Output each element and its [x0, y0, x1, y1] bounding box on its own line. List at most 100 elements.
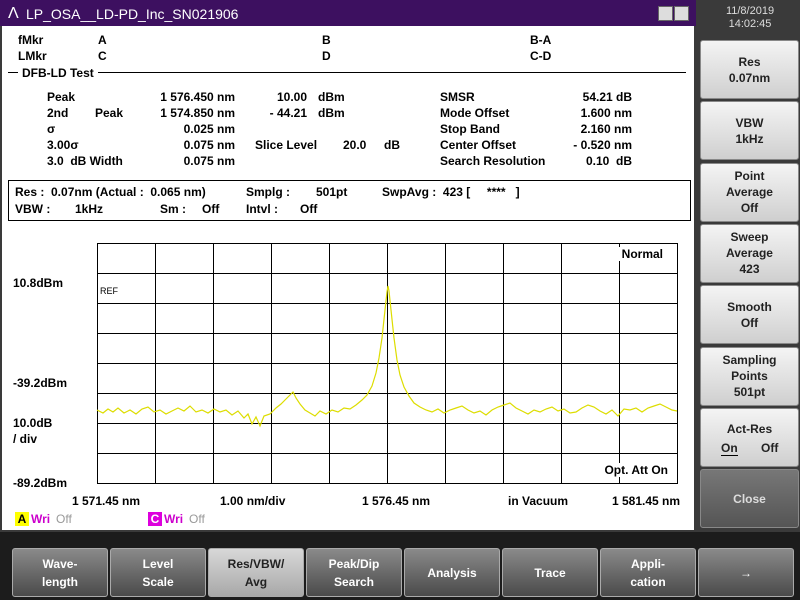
result-value: - 44.21 — [269, 106, 307, 120]
softkey-label: Average — [726, 246, 773, 261]
attenuator-status: Opt. Att On — [590, 463, 668, 477]
maximize-button[interactable] — [658, 6, 673, 21]
result-unit: dBm — [318, 90, 345, 104]
result-label: 3.00σ — [47, 138, 79, 152]
marker-value: C-D — [530, 49, 552, 63]
x-label: 1 581.45 nm — [612, 494, 681, 508]
ref-label: REF — [100, 286, 118, 296]
softkey[interactable]: Act-Res On Off — [700, 407, 799, 467]
setting-value: Off — [300, 202, 318, 216]
function-label: Analysis — [427, 565, 477, 580]
section-title: DFB-LD Test — [18, 66, 98, 80]
x-label: 1 571.45 nm — [72, 494, 141, 508]
softkey-option[interactable]: Off — [761, 441, 779, 456]
function-key[interactable]: Analysis — [404, 548, 500, 597]
function-label: Level — [142, 556, 174, 571]
result-value: 1 574.850 nm — [160, 106, 235, 120]
result-label: Mode Offset — [440, 106, 510, 120]
setting-label: VBW : — [15, 202, 51, 216]
result-value: 0.025 nm — [183, 122, 235, 136]
softkey[interactable]: Point Average Off — [700, 162, 799, 222]
result-value: - 0.520 nm — [573, 138, 632, 152]
function-key[interactable]: Peak/Dip Search — [306, 548, 402, 597]
x-label: 1.00 nm/div — [220, 494, 286, 508]
softkey[interactable]: VBW 1kHz — [700, 101, 799, 161]
time: 14:02:45 — [728, 18, 772, 30]
x-label: in Vacuum — [508, 494, 569, 508]
softkey[interactable]: Close — [700, 469, 799, 529]
function-key[interactable]: Appli-cation — [600, 548, 696, 597]
setting-label: Intvl : — [246, 202, 278, 216]
y-label: 10.8dBm — [13, 276, 64, 290]
result-value: 1.600 nm — [580, 106, 632, 120]
result-value: 0.10 dB — [585, 154, 632, 168]
result-label: Peak — [47, 90, 76, 104]
setting-value: 1kHz — [75, 202, 104, 216]
function-label: Scale — [142, 574, 174, 589]
trace-mode: Wri — [31, 512, 51, 526]
setting-text: Res : 0.07nm (Actual : 0.065 nm) — [15, 185, 206, 199]
trace-state: Off — [189, 512, 205, 526]
softkey[interactable]: Sampling Points 501pt — [700, 346, 799, 406]
function-label: Wave- — [42, 556, 78, 571]
trace-mode: Wri — [164, 512, 184, 526]
softkey[interactable]: Smooth Off — [700, 285, 799, 345]
softkey-label: 501pt — [733, 385, 766, 399]
date: 11/8/2019 — [725, 5, 775, 17]
grid-lines — [97, 243, 677, 483]
result-label: σ — [47, 122, 56, 136]
result-value: 1 576.450 nm — [160, 90, 235, 104]
softkey-option[interactable]: On — [721, 441, 738, 457]
result-value: 0.075 nm — [183, 154, 235, 168]
result-label: 2nd — [47, 106, 69, 120]
restore-button[interactable] — [674, 6, 689, 21]
function-key[interactable]: → — [698, 548, 794, 597]
softkey-label: 0.07nm — [728, 70, 771, 85]
result-unit: dB — [384, 138, 400, 152]
softkey-label: 423 — [739, 262, 760, 277]
softkey-label: Sampling — [722, 353, 777, 367]
settings-box — [8, 180, 691, 221]
setting-value: Off — [202, 202, 220, 216]
softkey-label: Act-Res — [726, 422, 773, 437]
softkey[interactable]: Res 0.07nm — [700, 40, 799, 99]
result-label: Slice Level — [255, 138, 318, 152]
function-label: Appli- — [631, 556, 665, 571]
setting-text: SwpAvg : 423 [ **** ] — [382, 185, 520, 199]
result-label: 3.0 dB Width — [47, 154, 123, 168]
function-key[interactable]: Wave-length — [12, 548, 108, 597]
result-value: 20.0 — [343, 138, 367, 152]
softkey-label: Points — [731, 369, 768, 383]
function-label: → — [740, 565, 752, 580]
softkey-label: 1kHz — [735, 131, 764, 146]
marker-value: B — [322, 33, 331, 47]
result-label: SMSR — [440, 90, 475, 104]
function-key[interactable]: Level Scale — [110, 548, 206, 597]
setting-value: 501pt — [316, 185, 348, 199]
setting-label: Smplg : — [246, 185, 290, 199]
y-label: -39.2dBm — [13, 376, 68, 390]
result-label: Search Resolution — [440, 154, 546, 168]
result-value: 0.075 nm — [183, 138, 235, 152]
trace-a — [96, 285, 678, 428]
window-title: LP_OSA__LD-PD_Inc_SN021906 — [26, 6, 239, 22]
x-label: 1 576.45 nm — [362, 494, 431, 508]
y-label: -89.2dBm — [13, 476, 68, 490]
softkey-label: Smooth — [727, 299, 772, 314]
app-icon: Λ — [8, 5, 19, 22]
function-key[interactable]: Res/VBW/Avg — [208, 548, 304, 597]
result-label: Peak — [95, 106, 124, 120]
trace-id: C — [148, 512, 162, 526]
trace-id: A — [15, 512, 29, 526]
function-label: Avg — [244, 574, 268, 589]
softkey-label: Off — [740, 315, 759, 330]
function-key[interactable]: Trace — [502, 548, 598, 597]
y-label: / div — [13, 432, 38, 446]
grid — [97, 243, 678, 484]
spectrum-plot — [96, 243, 678, 484]
softkey-label: Point — [734, 169, 765, 184]
separator — [8, 72, 686, 73]
y-label: 10.0dB — [13, 416, 53, 430]
softkey[interactable]: Sweep Average 423 — [700, 223, 799, 283]
